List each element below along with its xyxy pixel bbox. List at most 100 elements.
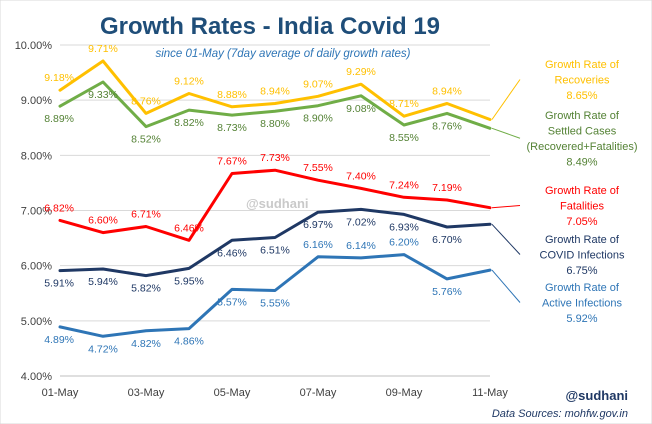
data-label-settled: 8.90% bbox=[303, 113, 333, 125]
series-label-recoveries: Recoveries bbox=[554, 75, 610, 87]
series-label-fatalities: 7.05% bbox=[566, 216, 597, 228]
series-label-infections: Growth Rate of bbox=[545, 234, 620, 246]
data-label-settled: 9.08% bbox=[346, 103, 376, 115]
series-label-leaders bbox=[491, 79, 521, 303]
x-tick-label: 01-May bbox=[42, 387, 79, 399]
leader-line-fatalities bbox=[491, 205, 521, 209]
data-label-recoveries: 8.71% bbox=[389, 98, 419, 110]
data-label-fatalities: 7.67% bbox=[217, 156, 247, 168]
data-label-fatalities: 7.24% bbox=[389, 179, 419, 191]
data-label-recoveries: 9.12% bbox=[174, 76, 204, 88]
data-label-infections: 7.02% bbox=[346, 216, 376, 228]
data-label-fatalities: 7.40% bbox=[346, 170, 376, 182]
data-label-fatalities: 7.73% bbox=[260, 152, 290, 164]
data-label-infections: 6.51% bbox=[260, 245, 290, 257]
y-tick-label: 10.00% bbox=[15, 40, 53, 52]
series-label-recoveries: Growth Rate of bbox=[545, 59, 620, 71]
data-label-settled: 9.33% bbox=[88, 89, 118, 101]
leader-line-infections bbox=[491, 223, 521, 255]
series-label-settled: 8.49% bbox=[566, 157, 597, 169]
x-tick-label: 09-May bbox=[386, 387, 423, 399]
data-label-settled: 8.73% bbox=[217, 122, 247, 134]
data-label-active: 6.16% bbox=[303, 239, 333, 251]
x-tick-label: 05-May bbox=[214, 387, 251, 399]
data-label-recoveries: 9.18% bbox=[44, 72, 74, 84]
series-lines bbox=[58, 59, 492, 338]
data-label-fatalities: 7.19% bbox=[432, 182, 462, 194]
data-label-settled: 8.80% bbox=[260, 118, 290, 130]
data-label-active: 4.86% bbox=[174, 336, 204, 348]
series-label-settled: (Recovered+Fatalities) bbox=[527, 141, 638, 153]
series-label-settled: Settled Cases bbox=[548, 126, 617, 138]
data-source: Data Sources: mohfw.gov.in bbox=[492, 408, 628, 420]
data-label-infections: 6.97% bbox=[303, 219, 333, 231]
data-label-recoveries: 8.94% bbox=[260, 85, 290, 97]
series-label-settled: Growth Rate of bbox=[545, 110, 620, 122]
data-label-recoveries: 9.29% bbox=[346, 66, 376, 78]
data-label-recoveries: 9.07% bbox=[303, 78, 333, 90]
y-tick-label: 6.00% bbox=[21, 261, 52, 273]
data-label-active: 6.14% bbox=[346, 240, 376, 252]
y-axis-ticks: 4.00% 5.00% 6.00% 7.00% 8.00% 9.00% 10.00% bbox=[15, 40, 53, 383]
series-label-active: Active Infections bbox=[542, 298, 623, 310]
data-label-active: 5.57% bbox=[217, 296, 247, 308]
series-label-active: 5.92% bbox=[566, 313, 597, 325]
x-tick-label: 07-May bbox=[300, 387, 337, 399]
y-tick-label: 4.00% bbox=[21, 371, 52, 383]
data-label-active: 5.55% bbox=[260, 297, 290, 309]
data-label-settled: 8.52% bbox=[131, 134, 161, 146]
data-label-infections: 6.93% bbox=[389, 221, 419, 233]
data-label-fatalities: 6.71% bbox=[131, 208, 161, 220]
data-label-recoveries: 8.88% bbox=[217, 89, 247, 101]
data-label-recoveries: 9.71% bbox=[88, 43, 118, 55]
data-label-infections: 5.94% bbox=[88, 276, 118, 288]
data-label-active: 4.89% bbox=[44, 334, 74, 346]
data-label-infections: 6.70% bbox=[432, 234, 462, 246]
data-label-active: 4.72% bbox=[88, 343, 118, 355]
data-label-recoveries: 8.76% bbox=[131, 95, 161, 107]
data-label-recoveries: 8.94% bbox=[432, 85, 462, 97]
data-label-active: 6.20% bbox=[389, 237, 419, 249]
y-tick-label: 8.00% bbox=[21, 150, 52, 162]
data-label-settled: 8.55% bbox=[389, 132, 419, 144]
data-label-fatalities: 6.82% bbox=[44, 202, 74, 214]
x-tick-label: 03-May bbox=[128, 387, 165, 399]
data-label-fatalities: 7.55% bbox=[303, 162, 333, 174]
data-label-fatalities: 6.60% bbox=[88, 215, 118, 227]
series-line-active bbox=[58, 253, 492, 338]
data-label-infections: 5.95% bbox=[174, 275, 204, 287]
gridlines bbox=[60, 44, 490, 377]
leader-line-recoveries bbox=[491, 79, 521, 120]
leader-line-active bbox=[491, 269, 521, 303]
series-line-infections bbox=[58, 207, 492, 278]
series-label-active: Growth Rate of bbox=[545, 282, 620, 294]
watermark: @sudhani bbox=[246, 196, 309, 211]
data-label-settled: 8.89% bbox=[44, 113, 74, 125]
series-line-recoveries bbox=[58, 59, 492, 121]
series-line-settled bbox=[58, 80, 492, 130]
chart-subtitle: since 01-May (7day average of daily grow… bbox=[155, 48, 410, 60]
data-label-settled: 8.76% bbox=[432, 120, 462, 132]
series-label-infections: 6.75% bbox=[566, 265, 597, 277]
data-label-infections: 6.46% bbox=[217, 247, 247, 259]
data-labels: 9.18% 9.71% 8.76% 9.12% 8.88% 8.94% 9.07% 9.29%… bbox=[44, 43, 462, 355]
series-label-fatalities: Fatalities bbox=[560, 201, 605, 213]
chart-title: Growth Rates - India Covid 19 bbox=[100, 13, 440, 40]
series-label-infections: COVID Infections bbox=[540, 250, 625, 262]
y-tick-label: 5.00% bbox=[21, 316, 52, 328]
data-label-fatalities: 6.46% bbox=[174, 222, 204, 234]
leader-line-settled bbox=[491, 127, 521, 139]
x-axis-ticks: 01-May 03-May 05-May 07-May 09-May 11-May bbox=[42, 387, 509, 399]
y-tick-label: 9.00% bbox=[21, 95, 52, 107]
series-labels: Growth Rate of Recoveries 8.65% Growth Rate… bbox=[527, 59, 638, 325]
data-label-active: 4.82% bbox=[131, 338, 161, 350]
series-label-recoveries: 8.65% bbox=[566, 90, 597, 102]
data-label-infections: 5.82% bbox=[131, 283, 161, 295]
data-label-infections: 5.91% bbox=[44, 278, 74, 290]
x-tick-label: 11-May bbox=[472, 387, 508, 399]
data-label-settled: 8.82% bbox=[174, 117, 204, 129]
author-handle: @sudhani bbox=[565, 388, 628, 403]
y-tick-label: 7.00% bbox=[21, 206, 52, 218]
